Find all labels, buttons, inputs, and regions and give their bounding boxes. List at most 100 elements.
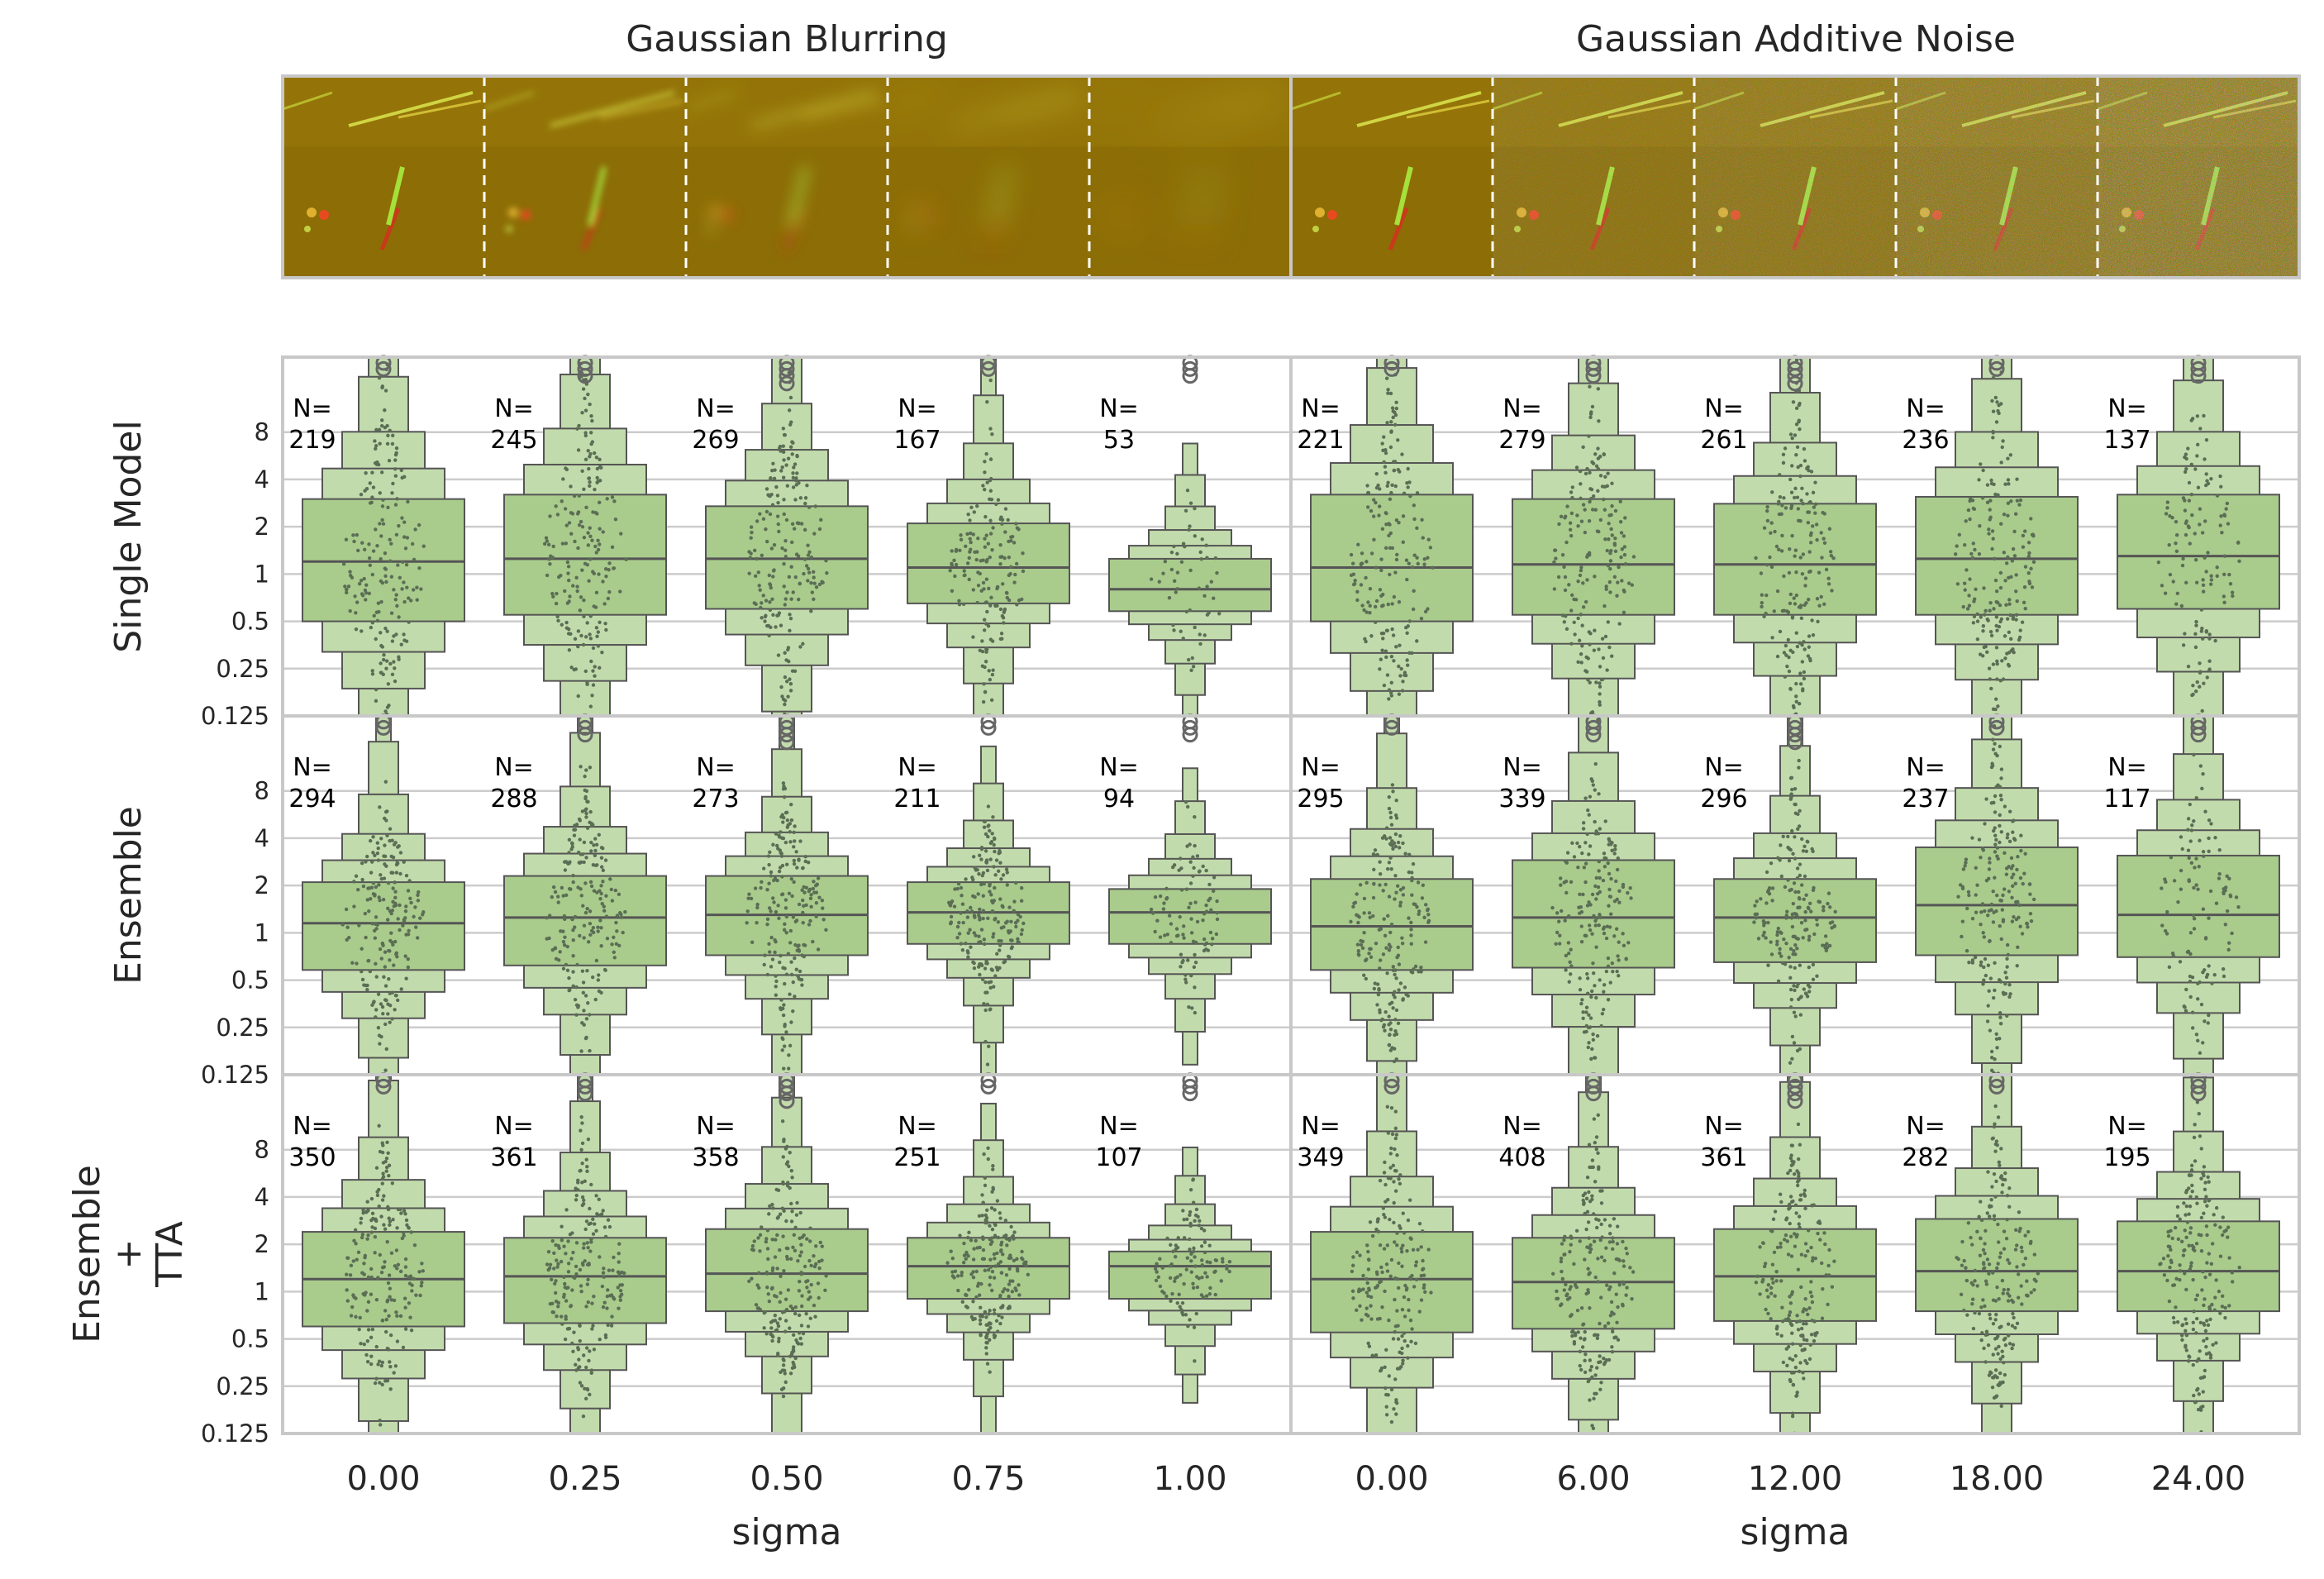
swarm-point bbox=[1010, 1235, 1014, 1239]
swarm-point bbox=[2201, 578, 2205, 582]
swarm-point bbox=[779, 1290, 783, 1295]
swarm-point bbox=[379, 837, 383, 841]
swarm-point bbox=[2006, 555, 2010, 560]
swarm-point bbox=[1788, 947, 1793, 951]
swarm-point bbox=[379, 873, 383, 877]
swarm-point bbox=[1596, 489, 1600, 494]
swarm-point bbox=[1164, 886, 1169, 891]
swarm-point bbox=[2207, 659, 2212, 663]
swarm-point bbox=[783, 981, 787, 986]
swarm-point bbox=[416, 899, 421, 903]
swarm-point bbox=[574, 1368, 579, 1372]
swarm-point bbox=[1800, 572, 1805, 576]
boxen-box bbox=[1915, 713, 2079, 1076]
swarm-point bbox=[2183, 632, 2187, 636]
swarm-point bbox=[380, 1319, 385, 1323]
swarm-point bbox=[585, 799, 589, 804]
swarm-point bbox=[2007, 630, 2012, 634]
swarm-point bbox=[1396, 945, 1400, 950]
swarm-point bbox=[390, 639, 395, 643]
swarm-point bbox=[2187, 480, 2192, 485]
swarm-point bbox=[1990, 546, 1994, 551]
swarm-point bbox=[409, 1329, 414, 1333]
swarm-point bbox=[779, 998, 783, 1002]
swarm-point bbox=[1594, 1147, 1598, 1152]
swarm-point bbox=[345, 925, 350, 929]
swarm-point bbox=[393, 1264, 398, 1268]
swarm-point bbox=[1578, 892, 1582, 896]
swarm-point bbox=[1554, 942, 1558, 946]
swarm-point bbox=[1189, 1259, 1193, 1263]
swarm-point bbox=[393, 841, 398, 845]
swarm-point bbox=[1362, 896, 1367, 901]
outlier-point bbox=[1585, 368, 1602, 384]
swarm-point bbox=[949, 914, 954, 919]
swarm-point bbox=[1387, 522, 1391, 526]
swarm-point bbox=[383, 626, 388, 631]
swarm-point bbox=[381, 943, 385, 947]
swarm-point bbox=[1024, 1263, 1028, 1268]
swarm-point bbox=[1993, 742, 1997, 746]
swarm-point bbox=[609, 1324, 614, 1328]
swarm-point bbox=[998, 1293, 1002, 1298]
swarm-point bbox=[1385, 628, 1389, 633]
swarm-point bbox=[1606, 956, 1611, 961]
swarm-point bbox=[2188, 931, 2193, 935]
swarm-point bbox=[1581, 821, 1586, 825]
swarm-point bbox=[588, 534, 593, 539]
swarm-point bbox=[981, 909, 986, 913]
swarm-point bbox=[1790, 533, 1794, 538]
swarm-point bbox=[1830, 589, 1834, 593]
swarm-point bbox=[1791, 952, 1795, 956]
n-label: N= bbox=[1906, 753, 1945, 782]
swarm-point bbox=[2225, 874, 2229, 879]
swarm-point bbox=[378, 805, 382, 809]
swarm-point bbox=[983, 514, 988, 519]
swarm-point bbox=[2196, 442, 2200, 447]
swarm-point bbox=[1201, 864, 1205, 869]
n-count-label: 107 bbox=[1095, 1143, 1142, 1172]
swarm-point bbox=[370, 1327, 375, 1332]
swarm-point bbox=[588, 451, 593, 456]
swarm-point bbox=[960, 947, 965, 952]
swarm-point bbox=[1764, 870, 1769, 875]
swarm-point bbox=[1005, 1243, 1009, 1247]
swarm-point bbox=[994, 966, 999, 970]
swarm-point bbox=[988, 1265, 993, 1269]
swarm-point bbox=[753, 886, 758, 890]
swarm-point bbox=[774, 1328, 779, 1332]
swarm-point bbox=[2202, 681, 2206, 685]
swarm-point bbox=[569, 887, 573, 891]
swarm-point bbox=[772, 900, 776, 904]
swarm-point bbox=[2217, 876, 2222, 880]
swarm-point bbox=[2226, 522, 2231, 526]
swarm-point bbox=[1415, 556, 1419, 560]
swarm-point bbox=[580, 525, 585, 529]
swarm-point bbox=[1555, 930, 1560, 935]
swarm-point bbox=[590, 1327, 594, 1331]
swarm-point bbox=[606, 1288, 610, 1292]
swarm-point bbox=[1193, 1010, 1198, 1015]
swarm-point bbox=[2164, 512, 2169, 516]
swarm-point bbox=[371, 485, 376, 489]
swarm-point bbox=[970, 875, 974, 880]
swarm-point bbox=[2169, 855, 2174, 860]
swarm-point bbox=[1581, 1010, 1585, 1014]
swarm-point bbox=[799, 522, 804, 526]
swarm-point bbox=[764, 1239, 769, 1244]
swarm-point bbox=[1188, 524, 1192, 528]
swarm-point bbox=[1002, 610, 1007, 614]
swarm-point bbox=[1412, 503, 1417, 508]
swarm-point bbox=[1001, 873, 1006, 877]
swarm-point bbox=[360, 594, 365, 598]
swarm-point bbox=[782, 458, 786, 462]
swarm-point bbox=[1790, 787, 1794, 792]
swarm-point bbox=[1026, 1272, 1031, 1277]
swarm-point bbox=[1989, 902, 1994, 907]
swarm-point bbox=[1379, 1279, 1383, 1284]
swarm-point bbox=[374, 444, 379, 448]
swarm-point bbox=[1149, 907, 1154, 912]
swarm-point bbox=[352, 1238, 356, 1243]
swarm-point bbox=[600, 1284, 605, 1289]
swarm-point bbox=[1192, 1325, 1197, 1329]
